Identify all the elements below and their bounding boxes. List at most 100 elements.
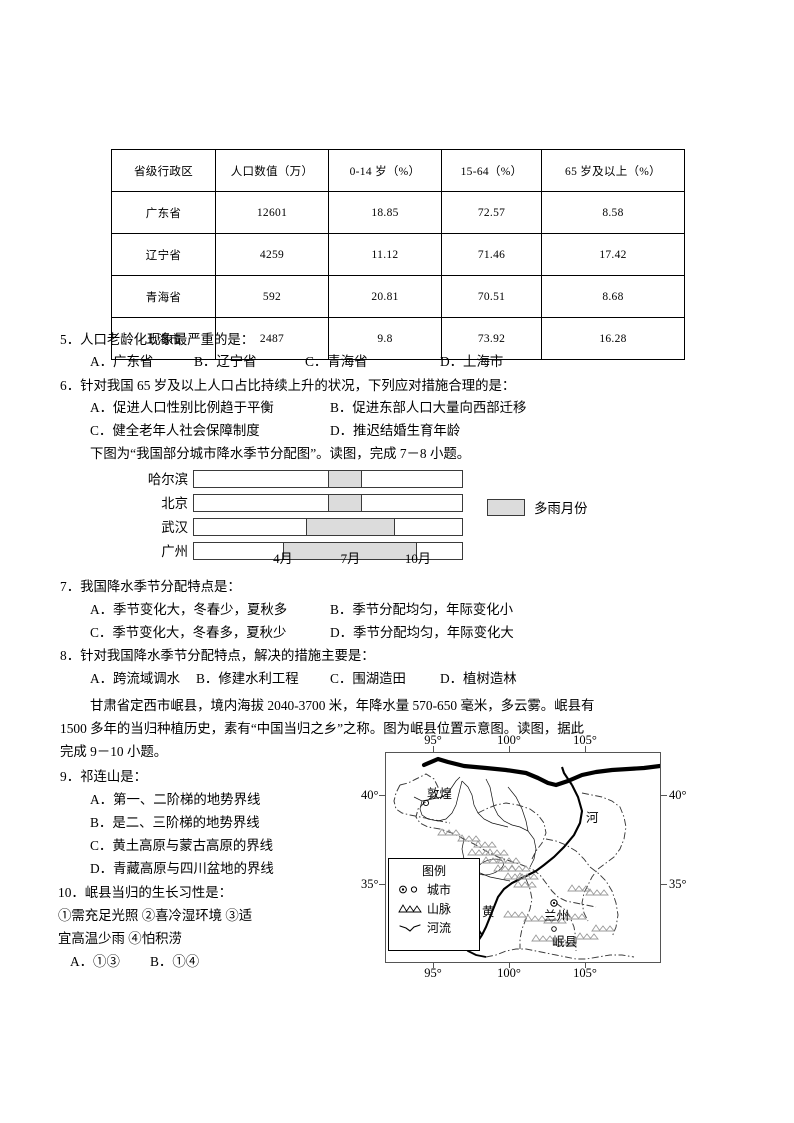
precip-bar-track — [193, 494, 463, 512]
question-7-option-c[interactable]: C．季节变化大，冬春多，夏秋少 — [90, 625, 287, 640]
table-cell: 8.68 — [541, 275, 685, 318]
table-row: 辽宁省 4259 11.12 71.46 17.42 — [111, 233, 685, 276]
question-10-stem: 10．岷县当归的生长习性是： — [58, 885, 233, 900]
map-legend-label-river: 河流 — [427, 921, 452, 935]
map-lat-label-right-35: 35° — [669, 877, 687, 891]
eastern-boundary — [581, 792, 627, 922]
precip-rainy-span — [328, 495, 362, 511]
map-lat-tick-left-35 — [379, 884, 385, 885]
table-cell: 16.28 — [541, 317, 685, 360]
precip-row-guangzhou: 广州 — [104, 542, 484, 561]
map-lat-tick-right-35 — [661, 884, 667, 885]
intro-9-10-line-1: 甘肃省定西市岷县，境内海拔 2040-3700 米，年降水量 570-650 毫… — [90, 698, 595, 713]
table-cell: 72.57 — [441, 191, 542, 234]
map-legend-box: 图例 城市 — [388, 858, 480, 951]
map-legend-title: 图例 — [421, 864, 446, 878]
map-lon-label-bottom-105: 105° — [573, 966, 597, 980]
map-legend-label-mountain: 山脉 — [427, 902, 452, 916]
prefecture-boundary — [419, 780, 463, 822]
precip-legend-label: 多雨月份 — [534, 501, 588, 516]
question-10-option-b[interactable]: B．①④ — [150, 954, 200, 969]
question-7-option-b[interactable]: B．季节分配均匀，年际变化小 — [330, 602, 514, 617]
map-lon-label-top-100: 100° — [497, 733, 521, 747]
question-5-option-a[interactable]: A．广东省 — [90, 354, 154, 369]
southern-boundary-3 — [555, 902, 577, 951]
question-5-option-d[interactable]: D．上海市 — [440, 354, 504, 369]
intro-9-10-line-2: 1500 多年的当归种植历史，素有“中国当归之乡”之称。图为岷县位置示意图。读图… — [60, 721, 585, 736]
map-label-dunhuang: 敦煌 — [427, 787, 453, 801]
map-label-he: 河 — [586, 811, 599, 825]
table-cell: 上海市 — [111, 317, 216, 360]
question-8-option-b[interactable]: B．修建水利工程 — [196, 671, 299, 686]
precip-row-harbin: 哈尔滨 — [104, 470, 484, 489]
map-lat-label-left-40: 40° — [361, 788, 379, 802]
map-lat-label-left-35: 35° — [361, 877, 379, 891]
min-county-location-map: 95° 100° 105° 95° 100° 105° 40° 35° 40° … — [361, 733, 691, 985]
table-header-cell: 省级行政区 — [111, 149, 216, 192]
eastern-mountain-range — [567, 884, 609, 896]
question-10-option-a[interactable]: A．①③ — [70, 954, 120, 969]
question-9-option-d[interactable]: D．青藏高原与四川盆地的界线 — [90, 861, 274, 876]
map-lon-tick-bottom-100 — [509, 963, 510, 968]
national-boundary-line — [421, 756, 660, 788]
table-cell: 青海省 — [111, 275, 216, 318]
question-8-option-c[interactable]: C．围湖造田 — [330, 671, 406, 686]
question-7-option-d[interactable]: D．季节分配均匀，年际变化大 — [330, 625, 514, 640]
mountain-symbol-icon — [395, 903, 427, 914]
city-symbol-icon — [395, 884, 427, 895]
question-7-stem: 7．我国降水季节分配特点是： — [60, 579, 241, 594]
precip-city-label: 北京 — [161, 496, 188, 511]
precip-city-label: 广州 — [161, 544, 188, 559]
precip-rainy-span — [328, 471, 362, 487]
question-6-option-c[interactable]: C．健全老年人社会保障制度 — [90, 423, 260, 438]
question-9-stem: 9．祁连山是： — [60, 769, 148, 784]
question-10-items-line-1: ①需充足光照 ②喜冷湿环境 ③适 — [58, 908, 253, 923]
precip-rainy-span — [305, 519, 395, 535]
table-cell: 592 — [215, 275, 329, 318]
map-label-huang: 黄 — [482, 905, 495, 919]
map-lat-tick-left-40 — [379, 795, 385, 796]
city-symbol-dunhuang — [422, 799, 430, 807]
table-header-row: 省级行政区 人口数值（万） 0-14 岁（%） 15-64（%） 65 岁及以上… — [111, 149, 685, 192]
table-cell: 12601 — [215, 191, 329, 234]
question-9-option-b[interactable]: B．是二、三阶梯的地势界线 — [90, 815, 260, 830]
table-header-cell: 65 岁及以上（%） — [541, 149, 685, 192]
precip-rainy-span — [283, 543, 418, 559]
map-legend-item-river: 河流 — [389, 919, 479, 936]
question-5-option-c[interactable]: C．青海省 — [305, 354, 368, 369]
table-cell: 广东省 — [111, 191, 216, 234]
eastern-boundary-2 — [545, 838, 591, 868]
question-5-stem: 5．人口老龄化现象最严重的是： — [60, 332, 255, 347]
precip-row-beijing: 北京 — [104, 494, 484, 513]
precip-bar-track — [193, 542, 463, 560]
question-9-option-c[interactable]: C．黄土高原与蒙古高原的界线 — [90, 838, 274, 853]
question-7-option-a[interactable]: A．季节变化大，冬春少，夏秋多 — [90, 602, 288, 617]
map-lon-tick-top-95 — [433, 746, 434, 752]
city-symbol-lanzhou — [550, 899, 558, 907]
gansu-boundary — [399, 773, 597, 908]
map-frame: 敦煌 兰州 岷县 黄 河 图例 城市 — [385, 752, 661, 963]
precip-axis-tick-labels: 4月 7月 10月 — [193, 548, 463, 566]
river-symbol-icon — [395, 922, 427, 933]
question-8-option-d[interactable]: D．植树造林 — [440, 671, 517, 686]
question-5-option-b[interactable]: B．辽宁省 — [194, 354, 257, 369]
map-geography-svg — [393, 756, 660, 960]
question-8-option-a[interactable]: A．跨流域调水 — [90, 671, 181, 686]
table-cell: 4259 — [215, 233, 329, 276]
map-lon-label-top-95: 95° — [424, 733, 442, 747]
yellow-river-upper — [561, 766, 573, 786]
question-9-option-a[interactable]: A．第一、二阶梯的地势界线 — [90, 792, 261, 807]
precip-bar-track — [193, 470, 463, 488]
question-6-option-a[interactable]: A．促进人口性别比例趋于平衡 — [90, 400, 274, 415]
eastern-boundary-3 — [589, 866, 619, 938]
map-lon-tick-top-105 — [585, 746, 586, 752]
table-header-cell: 人口数值（万） — [215, 149, 329, 192]
population-table: 省级行政区 人口数值（万） 0-14 岁（%） 15-64（%） 65 岁及以上… — [111, 149, 685, 360]
question-6-option-d[interactable]: D．推迟结婚生育年龄 — [330, 423, 461, 438]
precip-tick-label-apr: 4月 — [273, 551, 293, 566]
map-legend-item-mountain: 山脉 — [389, 900, 479, 917]
table-cell: 20.81 — [328, 275, 442, 318]
question-6-option-b[interactable]: B．促进东部人口大量向西部迁移 — [330, 400, 527, 415]
intro-text-7-8: 下图为“我国部分城市降水季节分配图”。读图，完成 7－8 小题。 — [90, 446, 471, 461]
table-row: 上海市 2487 9.8 73.92 16.28 — [111, 317, 685, 360]
